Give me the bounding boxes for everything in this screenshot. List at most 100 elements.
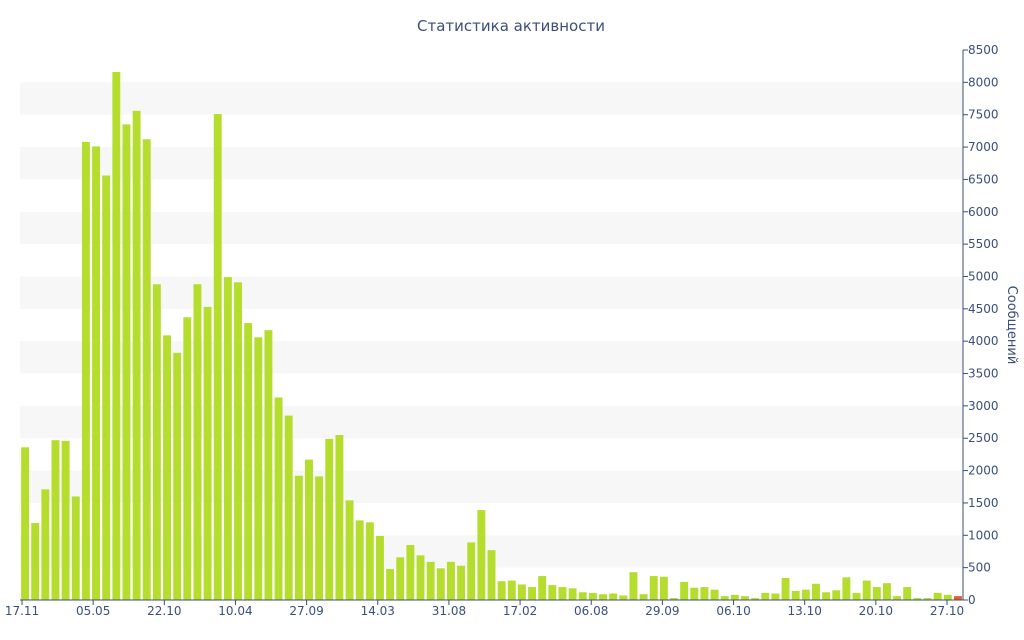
bar <box>142 139 151 601</box>
bar <box>558 587 567 600</box>
grid-band <box>20 276 963 309</box>
bar <box>254 337 263 600</box>
bar <box>102 175 111 600</box>
bar <box>852 592 861 600</box>
y-tick-label: 8000 <box>968 75 999 89</box>
bar <box>710 589 719 600</box>
bar <box>41 489 50 600</box>
bar <box>659 576 668 600</box>
y-tick-label: 7000 <box>968 140 999 154</box>
bar <box>953 596 962 600</box>
bar <box>457 565 466 600</box>
bar <box>923 598 932 600</box>
y-tick-label: 500 <box>968 561 991 575</box>
bar <box>203 306 212 600</box>
grid-band <box>20 147 963 180</box>
bar <box>132 110 141 600</box>
x-tick-label: 14.03 <box>361 604 395 618</box>
y-tick-label: 5500 <box>968 237 999 251</box>
chart-title: Статистика активности <box>417 17 605 35</box>
bar <box>355 520 364 600</box>
bar <box>700 587 709 600</box>
bar <box>112 72 121 600</box>
x-tick-label: 27.09 <box>289 604 323 618</box>
bar <box>599 594 607 600</box>
bar <box>193 284 202 600</box>
bar <box>609 593 618 600</box>
x-tick-label: 22.10 <box>147 604 181 618</box>
y-tick-label: 6500 <box>968 172 999 186</box>
bar <box>477 510 486 600</box>
y-tick-label: 1000 <box>968 528 999 542</box>
bar <box>284 415 293 600</box>
bar <box>61 440 70 600</box>
bar <box>467 542 476 600</box>
bar <box>913 598 922 600</box>
x-tick-label: 17.11 <box>5 604 39 618</box>
bar <box>213 114 222 600</box>
bar <box>903 587 912 600</box>
x-tick-label: 20.10 <box>859 604 893 618</box>
bar <box>173 352 182 600</box>
bar <box>812 583 820 600</box>
x-tick-label: 06.08 <box>574 604 608 618</box>
x-tick-label: 17.02 <box>503 604 537 618</box>
bar <box>335 435 344 600</box>
x-tick-label: 10.04 <box>218 604 252 618</box>
x-axis-ticks: 17.11 05.05 22.10 10.04 27.09 14.03 31.08 17.02… <box>5 600 964 618</box>
bar <box>680 581 689 600</box>
grid-band <box>20 470 963 503</box>
bar <box>720 596 729 600</box>
bar <box>629 572 638 600</box>
bar <box>548 585 557 600</box>
bar <box>528 587 537 600</box>
bar <box>832 590 841 600</box>
bar <box>223 277 232 600</box>
bar <box>842 577 851 600</box>
bar <box>396 557 405 600</box>
y-tick-label: 0 <box>968 593 976 607</box>
bar <box>730 594 739 600</box>
bar <box>365 522 374 600</box>
bar <box>183 317 192 600</box>
bar <box>152 284 161 600</box>
x-tick-label: 29.09 <box>645 604 679 618</box>
bar <box>649 576 658 600</box>
bar <box>51 440 60 600</box>
bar <box>933 592 942 600</box>
y-tick-label: 7500 <box>968 108 999 122</box>
bar <box>376 535 384 600</box>
bar <box>406 545 415 600</box>
bar <box>670 598 678 600</box>
bar <box>578 592 587 600</box>
bar <box>234 282 242 600</box>
x-tick-label: 27.10 <box>930 604 964 618</box>
y-tick-label: 3500 <box>968 367 999 381</box>
x-tick-label: 06.10 <box>716 604 750 618</box>
y-tick-label: 8500 <box>968 43 999 57</box>
bar <box>690 587 699 600</box>
bar <box>446 561 455 600</box>
bar <box>568 588 577 600</box>
bar <box>122 124 131 600</box>
y-tick-label: 5000 <box>968 269 999 283</box>
grid-band <box>20 211 963 245</box>
bar <box>507 580 516 600</box>
bar <box>639 594 648 600</box>
y-axis-label: Сообщений <box>1004 286 1019 365</box>
grid-bands <box>20 82 963 568</box>
y-tick-label: 1500 <box>968 496 999 510</box>
y-axis-ticks: 0 500 1000 1500 2000 2500 3000 3500 4000 4500 5000… <box>963 43 999 607</box>
bar <box>893 596 902 600</box>
bar <box>801 589 810 600</box>
bar <box>386 568 395 600</box>
bar <box>943 594 952 600</box>
grid-band <box>20 405 963 439</box>
y-tick-label: 3000 <box>968 399 999 413</box>
bar <box>92 146 100 600</box>
bar <box>426 561 435 600</box>
grid-band <box>20 82 963 115</box>
bar <box>883 583 891 600</box>
bar <box>345 500 354 600</box>
